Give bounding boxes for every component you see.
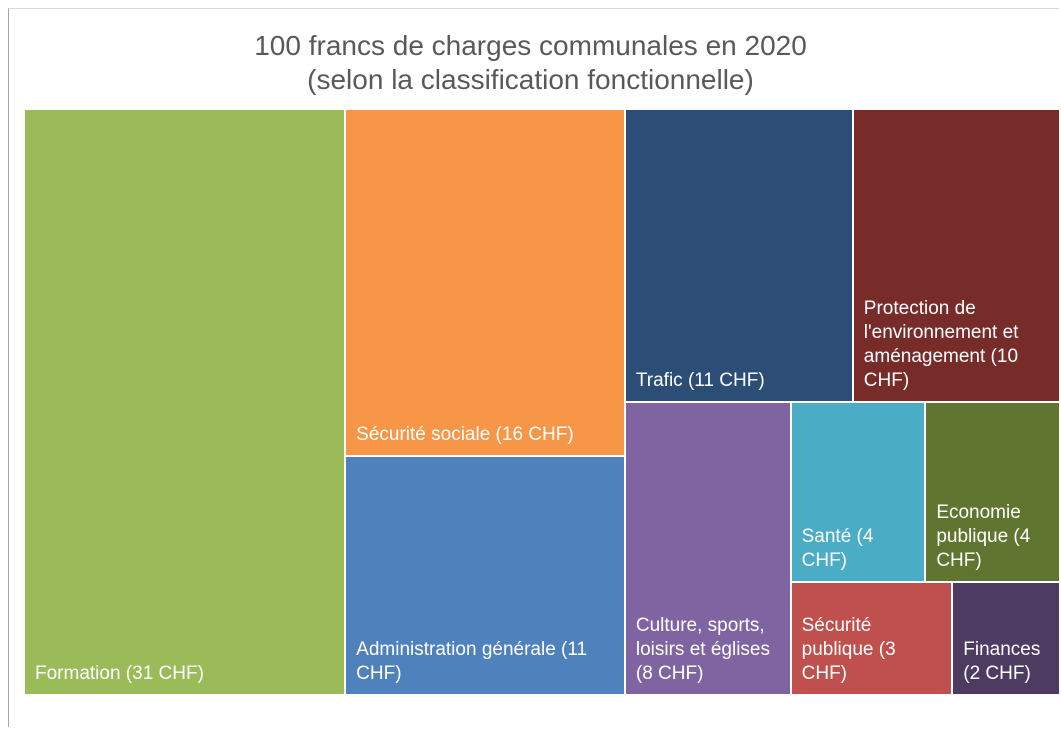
cell-label: Trafic (11 CHF) bbox=[635, 370, 765, 391]
treemap-cell: Finances (2 CHF) bbox=[952, 582, 1060, 695]
treemap-cell: Formation (31 CHF) bbox=[24, 109, 346, 695]
cell-label: Finances (2 CHF) bbox=[963, 638, 1041, 684]
chart-subtitle: (selon la classification fonctionnelle) bbox=[307, 64, 754, 95]
chart-frame bbox=[8, 8, 1059, 727]
treemap-cell: Santé (4 CHF) bbox=[790, 402, 926, 583]
treemap-cell: Economie publique (4 CHF) bbox=[925, 402, 1060, 583]
treemap-cell: Culture, sports, loisirs et églises (8 C… bbox=[624, 402, 791, 695]
cell-label: Economie publique (4 CHF) bbox=[936, 502, 1031, 572]
cell-label: Formation (31 CHF) bbox=[35, 663, 204, 684]
treemap-cell: Administration générale (11 CHF) bbox=[345, 456, 625, 695]
treemap: Formation (31 CHF) Sécurité sociale (16 C… bbox=[24, 109, 1060, 695]
cell-label: Sécurité sociale (16 CHF) bbox=[356, 424, 574, 446]
treemap-cell: Protection de l'environnement et aménage… bbox=[852, 109, 1060, 402]
cell-label: Administration générale (11 CHF) bbox=[356, 638, 588, 684]
cell-label: Culture, sports, loisirs et églises (8 C… bbox=[635, 615, 770, 684]
cell-label: Sécurité publique (3 CHF) bbox=[801, 614, 896, 684]
cell-label: Santé (4 CHF) bbox=[801, 526, 874, 572]
chart-title: 100 francs de charges communales en 2020 bbox=[254, 30, 807, 61]
treemap-cell: Trafic (11 CHF) bbox=[624, 109, 853, 402]
treemap-cell: Sécurité sociale (16 CHF) bbox=[345, 109, 625, 457]
cell-label: Protection de l'environnement et aménage… bbox=[863, 298, 1019, 391]
treemap-cell: Sécurité publique (3 CHF) bbox=[790, 582, 953, 695]
